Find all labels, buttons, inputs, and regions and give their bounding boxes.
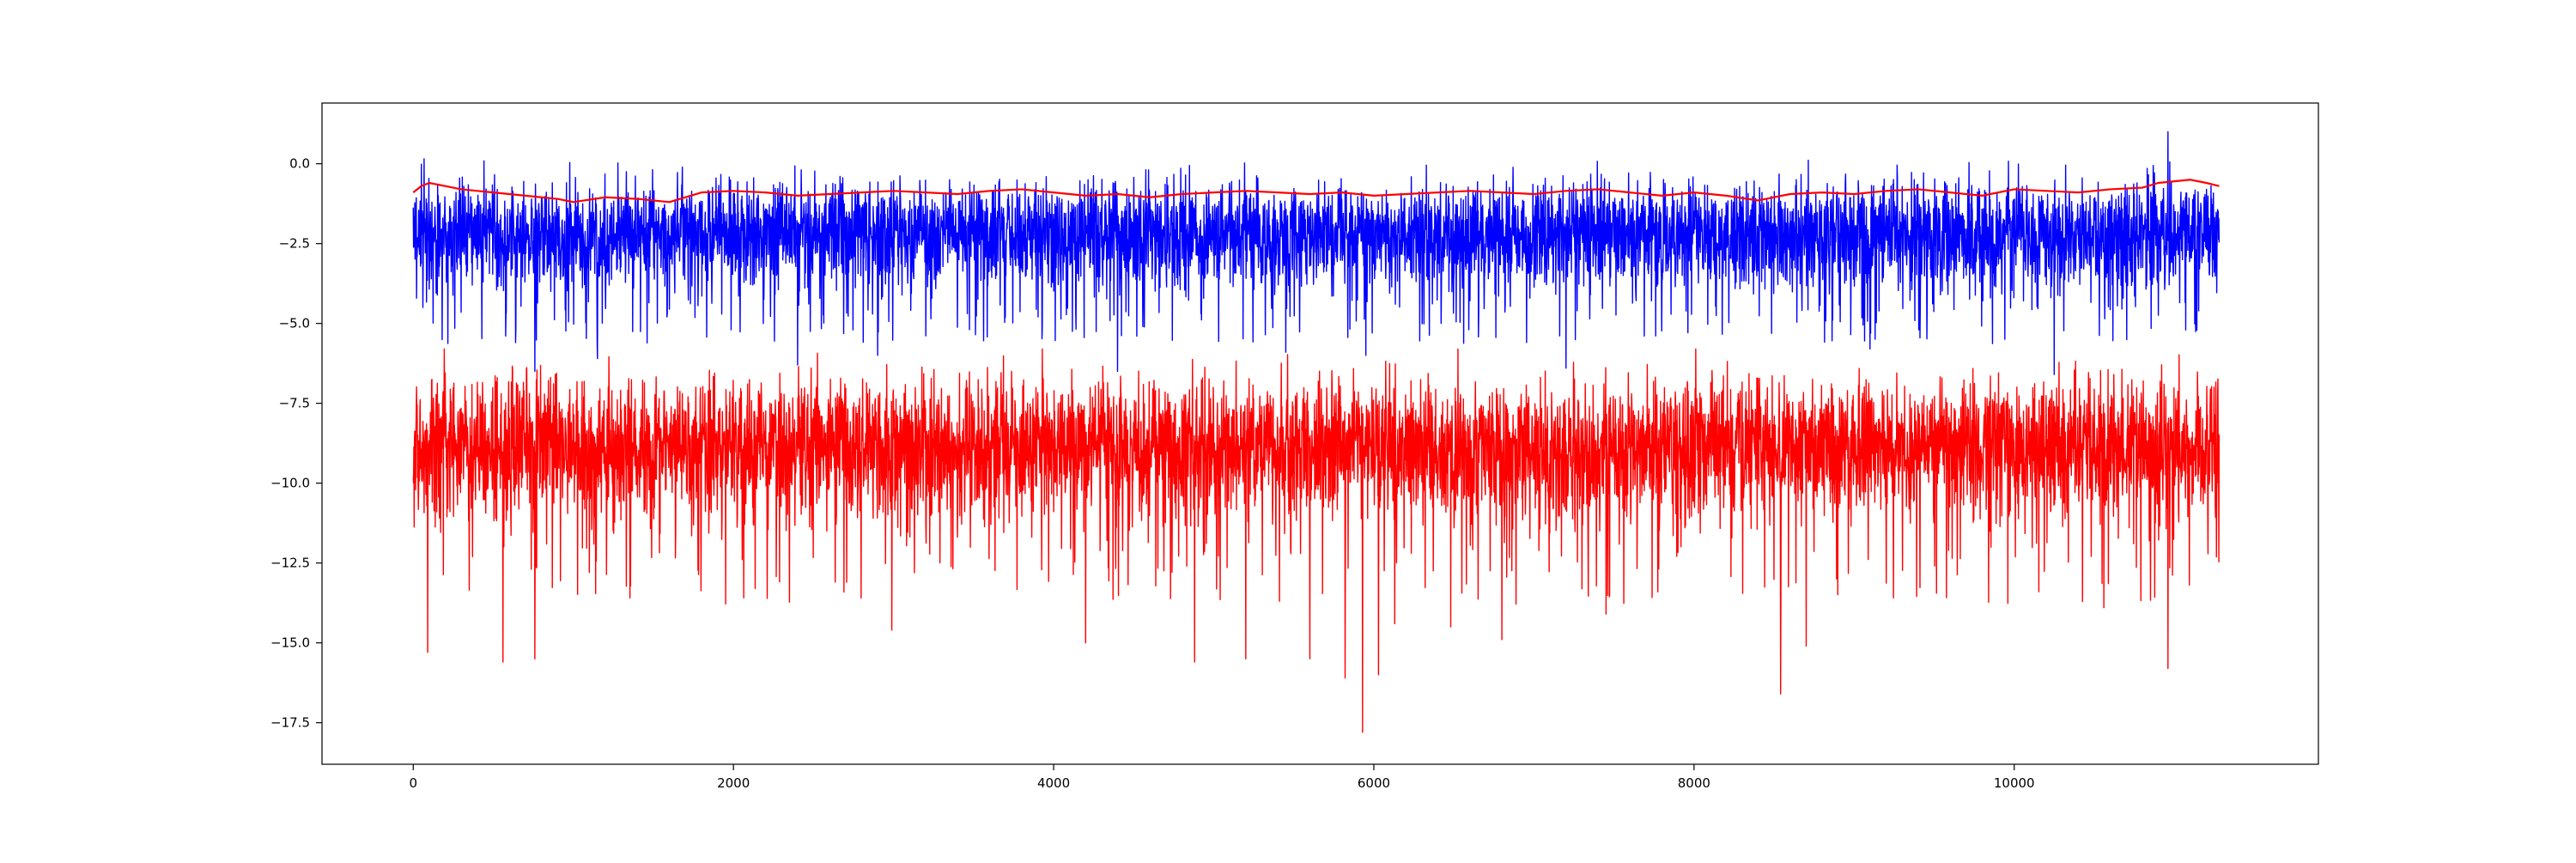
y-tick-label: −10.0	[270, 476, 310, 491]
y-tick-label: −7.5	[279, 396, 310, 411]
y-tick-label: 0.0	[289, 156, 310, 172]
series-layer	[412, 131, 2221, 733]
y-axis: 0.0 −2.5 −5.0 −7.5 −10.0 −12.5 −15.0 −17.5	[270, 156, 322, 731]
x-tick-label: 2000	[717, 775, 750, 791]
x-tick-label: 6000	[1358, 775, 1390, 791]
y-tick-label: −5.0	[279, 316, 310, 331]
y-tick-label: −15.0	[270, 635, 310, 651]
x-tick-label: 0	[410, 775, 418, 791]
x-tick-label: 4000	[1037, 775, 1070, 791]
series-line-0	[412, 131, 2221, 375]
x-tick-label: 8000	[1678, 775, 1710, 791]
y-tick-label: −12.5	[270, 556, 310, 571]
x-axis: 0 2000 4000 6000 8000 10000	[410, 764, 2035, 791]
y-tick-label: −17.5	[270, 715, 310, 731]
y-tick-label: −2.5	[279, 236, 310, 252]
x-tick-label: 10000	[1994, 775, 2035, 791]
series-line-2	[412, 179, 2220, 204]
plot-frame	[321, 102, 2319, 765]
series-line-1	[412, 348, 2221, 733]
